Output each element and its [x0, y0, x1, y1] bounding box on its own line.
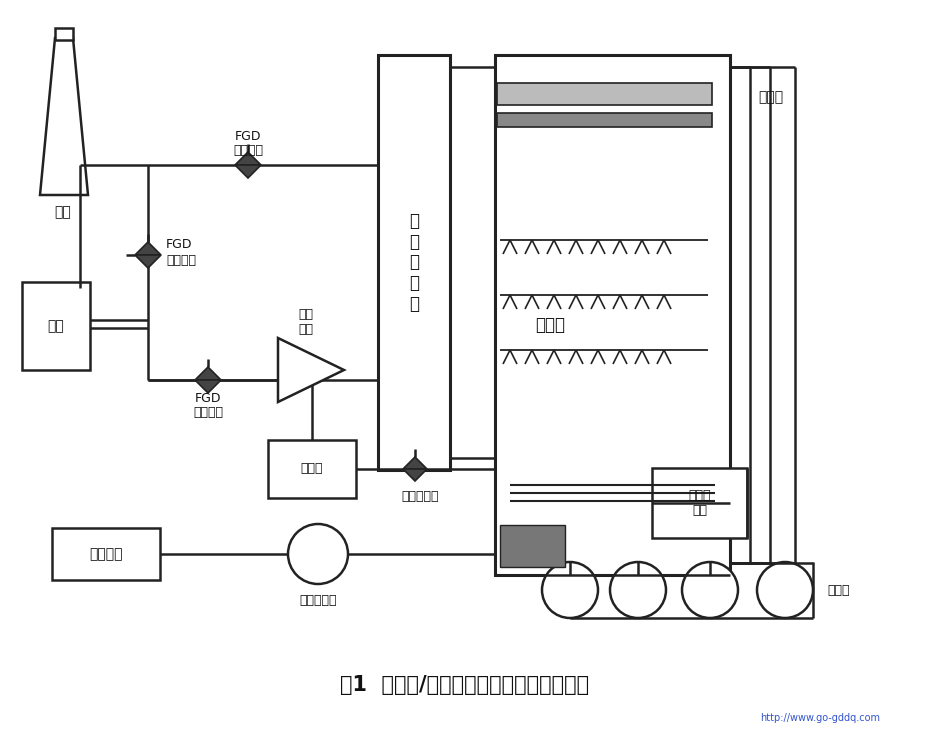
Text: 自氧化
风机: 自氧化 风机 — [688, 489, 710, 517]
Polygon shape — [235, 165, 261, 178]
Text: 石膏排出泵: 石膏排出泵 — [299, 594, 337, 607]
Polygon shape — [195, 380, 221, 393]
Text: FGD: FGD — [195, 392, 222, 405]
Polygon shape — [40, 38, 88, 195]
Text: 烟
气
换
热
器: 烟 气 换 热 器 — [409, 212, 419, 313]
Text: 图1  石灰石/石膏湿法烟气脱硫工艺流程图: 图1 石灰石/石膏湿法烟气脱硫工艺流程图 — [341, 675, 589, 695]
Text: 旁路挡板: 旁路挡板 — [166, 255, 196, 267]
Polygon shape — [235, 152, 261, 165]
Circle shape — [757, 562, 813, 618]
Text: 脱水系统: 脱水系统 — [89, 547, 123, 561]
Bar — [497, 83, 712, 105]
Text: FGD: FGD — [166, 239, 193, 252]
Circle shape — [610, 562, 666, 618]
Text: 浆液箱: 浆液箱 — [301, 463, 323, 476]
Circle shape — [682, 562, 738, 618]
Bar — [495, 55, 730, 575]
Text: http://www.go-gddq.com: http://www.go-gddq.com — [760, 713, 880, 723]
Text: 增压
风机: 增压 风机 — [299, 308, 314, 336]
Bar — [52, 528, 160, 580]
Text: 进口挡板: 进口挡板 — [193, 406, 223, 419]
Text: 除雾器: 除雾器 — [758, 90, 783, 104]
Bar — [652, 468, 747, 538]
Bar — [500, 525, 565, 567]
Polygon shape — [403, 469, 427, 481]
Text: 吸收塔: 吸收塔 — [535, 316, 565, 335]
Circle shape — [288, 524, 348, 584]
Bar — [378, 55, 450, 470]
Bar — [497, 113, 712, 127]
Polygon shape — [135, 255, 161, 268]
Text: 循环泵: 循环泵 — [827, 583, 849, 597]
Circle shape — [542, 562, 598, 618]
Text: 石灰石浆液: 石灰石浆液 — [401, 490, 439, 504]
Bar — [55, 28, 73, 40]
Bar — [22, 282, 90, 370]
Polygon shape — [135, 242, 161, 255]
Text: 锅炉: 锅炉 — [47, 319, 64, 333]
Text: FGD: FGD — [235, 130, 262, 143]
Bar — [268, 440, 356, 498]
Polygon shape — [278, 338, 344, 402]
Text: 烟囱: 烟囱 — [55, 205, 72, 219]
Polygon shape — [195, 367, 221, 380]
Polygon shape — [403, 457, 427, 469]
Text: 出口挡板: 出口挡板 — [233, 144, 263, 157]
